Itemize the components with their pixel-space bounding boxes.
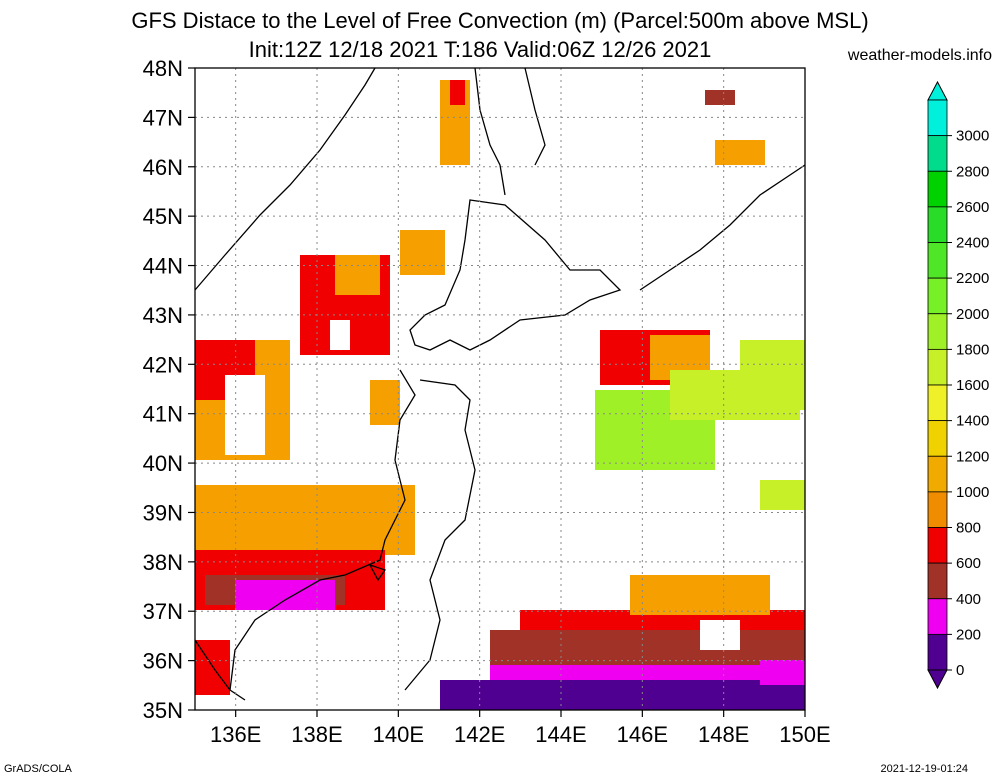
field-region (335, 255, 380, 295)
coastline-kuril (639, 164, 806, 291)
lat-tick-label: 35N (143, 698, 183, 723)
colorbar-swatch (927, 99, 948, 137)
field-gap (225, 375, 265, 455)
coastline-korea (194, 639, 246, 701)
colorbar-swatch (927, 277, 948, 315)
colorbar-label: 0 (956, 662, 964, 679)
lon-tick-label: 138E (291, 722, 342, 747)
field-region (760, 660, 805, 685)
lat-tick-label: 46N (143, 155, 183, 180)
graticule (195, 68, 805, 710)
lat-tick-label: 37N (143, 599, 183, 624)
colorbar-swatch (927, 348, 948, 386)
colorbar-swatch (927, 598, 948, 635)
colorbar-label: 2800 (956, 163, 989, 180)
field-region (740, 340, 805, 410)
chart-subtitle: Init:12Z 12/18 2021 T:186 Valid:06Z 12/2… (248, 37, 712, 62)
colorbar: 3000280026002400220020001800160014001200… (927, 80, 989, 690)
lat-tick-label: 44N (143, 254, 183, 279)
field-region (195, 485, 415, 555)
colorbar-swatch (927, 633, 948, 671)
lat-tick-label: 43N (143, 303, 183, 328)
colorbar-label: 3000 (956, 128, 989, 145)
field-region (715, 140, 765, 165)
lat-tick-label: 36N (143, 649, 183, 674)
colorbar-label: 2400 (956, 235, 989, 252)
colorbar-swatch (927, 242, 948, 279)
latitude-labels: 48N 47N 46N 45N 44N 43N 42N 41N 40N 39N 38N 37N 36N 3… (143, 56, 195, 723)
lon-tick-label: 142E (454, 722, 505, 747)
lon-tick-label: 144E (535, 722, 586, 747)
colorbar-swatch (927, 384, 948, 422)
colorbar-swatch (927, 420, 948, 457)
field-region (760, 480, 805, 510)
colorbar-swatch (927, 313, 948, 350)
colorbar-label: 1800 (956, 341, 989, 358)
lon-tick-label: 136E (210, 722, 261, 747)
lat-tick-label: 45N (143, 204, 183, 229)
footer-timestamp: 2021-12-19-01:24 (880, 763, 968, 775)
colorbar-label: 1600 (956, 377, 989, 394)
colorbar-label: 2200 (956, 270, 989, 287)
colorbar-swatch (927, 170, 948, 208)
colorbar-swatch (927, 562, 948, 600)
coastline-sado (368, 563, 387, 582)
lon-tick-label: 150E (779, 722, 830, 747)
field-region (490, 665, 805, 680)
colorbar-label: 800 (956, 520, 981, 537)
chart-title: GFS Distace to the Level of Free Convect… (131, 8, 869, 33)
lat-tick-label: 38N (143, 550, 183, 575)
colorbar-label: 600 (956, 555, 981, 572)
colorbar-label: 1000 (956, 484, 989, 501)
lon-tick-label: 146E (617, 722, 668, 747)
colorbar-top-arrow (927, 80, 948, 101)
field-shading (195, 80, 805, 710)
lat-tick-label: 42N (143, 352, 183, 377)
colorbar-label: 1200 (956, 448, 989, 465)
colorbar-label: 200 (956, 626, 981, 643)
coastline-honshu (229, 369, 476, 691)
colorbar-swatch (927, 455, 948, 493)
lat-tick-label: 39N (143, 500, 183, 525)
coastline-sakhalin (474, 67, 546, 196)
lat-tick-label: 41N (143, 402, 183, 427)
colorbar-label: 2000 (956, 306, 989, 323)
map-frame (194, 67, 806, 711)
footer-software-label: GrADS/COLA (4, 763, 72, 775)
field-region (450, 80, 465, 105)
field-gap (330, 320, 350, 350)
field-region (235, 580, 335, 610)
lon-tick-label: 140E (373, 722, 424, 747)
lon-tick-label: 148E (698, 722, 749, 747)
site-label: weather-models.info (847, 47, 992, 64)
lat-tick-label: 40N (143, 451, 183, 476)
colorbar-swatch (927, 135, 948, 172)
colorbar-label: 400 (956, 591, 981, 608)
colorbar-swatch (927, 527, 948, 564)
field-region (630, 575, 770, 615)
field-region (705, 90, 735, 105)
colorbar-bottom-arrow (927, 669, 948, 690)
field-gap (700, 620, 740, 650)
field-region (440, 680, 805, 710)
lat-tick-label: 48N (143, 56, 183, 81)
colorbar-label: 2600 (956, 199, 989, 216)
coastline-asia (194, 67, 376, 291)
field-region (370, 380, 400, 425)
colorbar-label: 1400 (956, 413, 989, 430)
field-region (400, 230, 445, 275)
longitude-labels: 136E 138E 140E 142E 144E 146E 148E 150E (210, 710, 831, 747)
colorbar-swatch (927, 206, 948, 243)
lat-tick-label: 47N (143, 105, 183, 130)
colorbar-swatch (927, 491, 948, 528)
